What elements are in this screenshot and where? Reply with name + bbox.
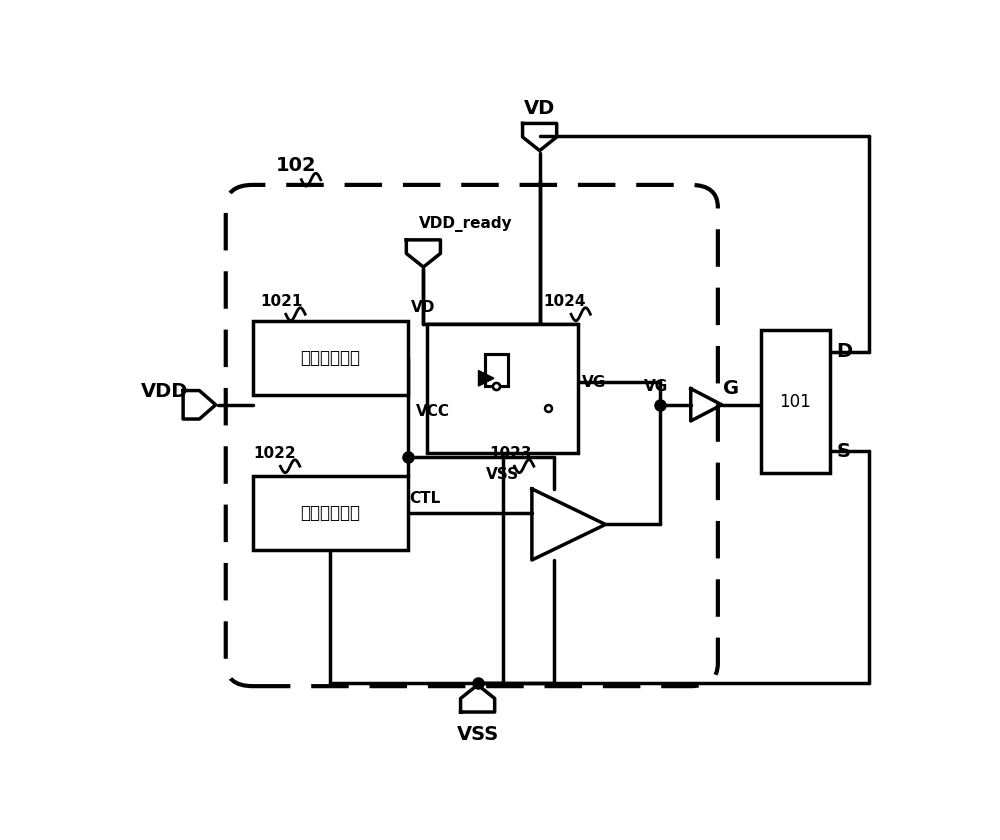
Text: S: S [836, 442, 850, 461]
Bar [761, 330, 830, 473]
Bar [427, 324, 578, 454]
Bar [253, 321, 408, 395]
Text: 1023: 1023 [489, 446, 532, 461]
Polygon shape [478, 370, 494, 386]
Text: VCC: VCC [416, 404, 450, 419]
Text: 1021: 1021 [261, 294, 303, 309]
Text: 101: 101 [780, 392, 811, 411]
Bar [253, 476, 408, 550]
Text: VD: VD [411, 300, 436, 315]
Text: CTL: CTL [409, 491, 441, 507]
Text: VDD_ready: VDD_ready [419, 216, 513, 232]
Text: VDD: VDD [140, 382, 188, 402]
Text: VG: VG [582, 375, 606, 390]
Text: 1022: 1022 [253, 446, 296, 461]
Text: G: G [723, 379, 739, 398]
Text: VSS: VSS [486, 466, 519, 481]
Text: VD: VD [524, 99, 555, 118]
Text: 1024: 1024 [544, 294, 586, 309]
Text: D: D [836, 342, 853, 361]
Text: VG: VG [644, 379, 668, 394]
Bar [485, 354, 508, 386]
Text: 电压调整电路: 电压调整电路 [300, 349, 360, 367]
Text: 逻辑控制电路: 逻辑控制电路 [300, 504, 360, 522]
Text: 102: 102 [276, 156, 317, 175]
Text: VSS: VSS [456, 725, 499, 744]
